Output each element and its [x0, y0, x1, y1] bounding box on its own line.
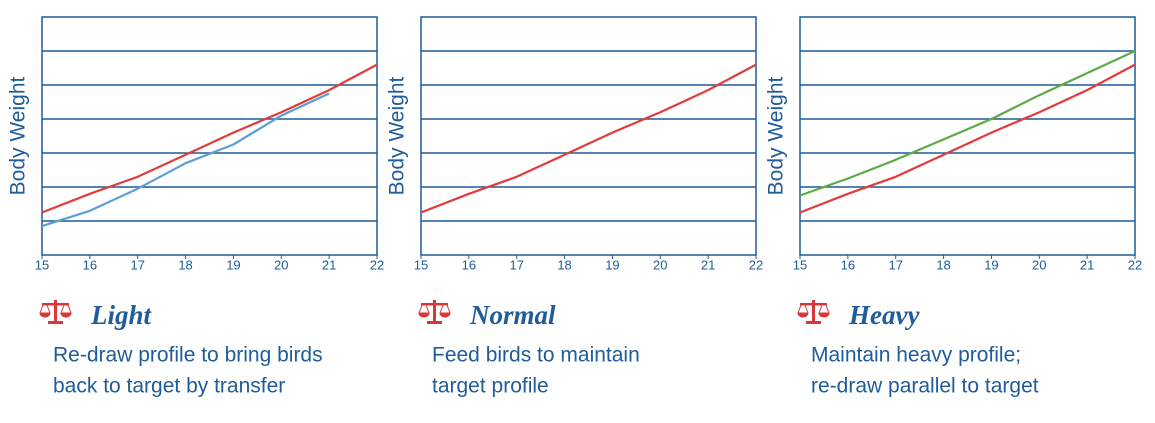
x-tick-label: 18	[936, 257, 950, 272]
data-line	[799, 50, 1136, 197]
x-tick-label: 20	[653, 257, 667, 272]
x-tick-label: 19	[226, 257, 240, 272]
icon-base	[806, 321, 821, 324]
icon-beam	[421, 303, 448, 306]
x-tick-label: 20	[274, 257, 288, 272]
x-tick-label: 15	[414, 257, 428, 272]
data-line	[420, 63, 757, 214]
icon-post	[433, 300, 436, 322]
chart-title: Normal	[469, 300, 556, 330]
icon-pan	[818, 304, 830, 318]
icon-beam	[800, 303, 827, 306]
icon-pan	[418, 304, 430, 318]
x-tick-label: 18	[178, 257, 192, 272]
description-line: target profile	[432, 375, 549, 398]
x-tick-label: 22	[1128, 257, 1142, 272]
x-tick-label: 16	[83, 257, 97, 272]
icon-pan	[797, 304, 809, 318]
x-tick-label: 17	[130, 257, 144, 272]
x-tick-label: 19	[605, 257, 619, 272]
description-line: Feed birds to maintain	[432, 344, 640, 367]
data-line	[799, 63, 1136, 214]
icon-post	[812, 300, 815, 322]
x-tick-label: 21	[1080, 257, 1094, 272]
icon-base	[48, 321, 63, 324]
x-tick-label: 19	[984, 257, 998, 272]
x-tick-label: 17	[509, 257, 523, 272]
data-line	[41, 63, 378, 214]
icon-pan	[60, 304, 72, 318]
data-line	[41, 92, 330, 228]
icon-beam	[42, 303, 69, 306]
chart-title: Light	[90, 300, 153, 330]
plot-frame	[799, 16, 1136, 256]
scale-icon	[39, 300, 72, 324]
y-axis-label: Body Weight	[765, 76, 788, 195]
x-tick-label: 22	[749, 257, 763, 272]
x-tick-label: 18	[557, 257, 571, 272]
plot-frame	[420, 16, 757, 256]
x-tick-label: 21	[701, 257, 715, 272]
description-line: re-draw parallel to target	[811, 375, 1039, 398]
x-tick-label: 21	[322, 257, 336, 272]
icon-post	[54, 300, 57, 322]
description-line: back to target by transfer	[53, 375, 285, 398]
scale-icon	[797, 300, 830, 324]
x-tick-label: 15	[793, 257, 807, 272]
x-tick-label: 15	[35, 257, 49, 272]
chart-title: Heavy	[848, 300, 920, 330]
icon-base	[427, 321, 442, 324]
x-tick-label: 16	[841, 257, 855, 272]
icon-pan	[439, 304, 451, 318]
scale-icon	[418, 300, 451, 324]
x-tick-label: 20	[1032, 257, 1046, 272]
y-axis-label: Body Weight	[386, 76, 409, 195]
y-axis-label: Body Weight	[7, 76, 30, 195]
x-tick-label: 16	[462, 257, 476, 272]
description-line: Maintain heavy profile;	[811, 344, 1021, 367]
icon-pan	[39, 304, 51, 318]
x-tick-label: 22	[370, 257, 384, 272]
description-line: Re-draw profile to bring birds	[53, 344, 323, 367]
x-tick-label: 17	[888, 257, 902, 272]
plot-frame	[41, 16, 378, 256]
